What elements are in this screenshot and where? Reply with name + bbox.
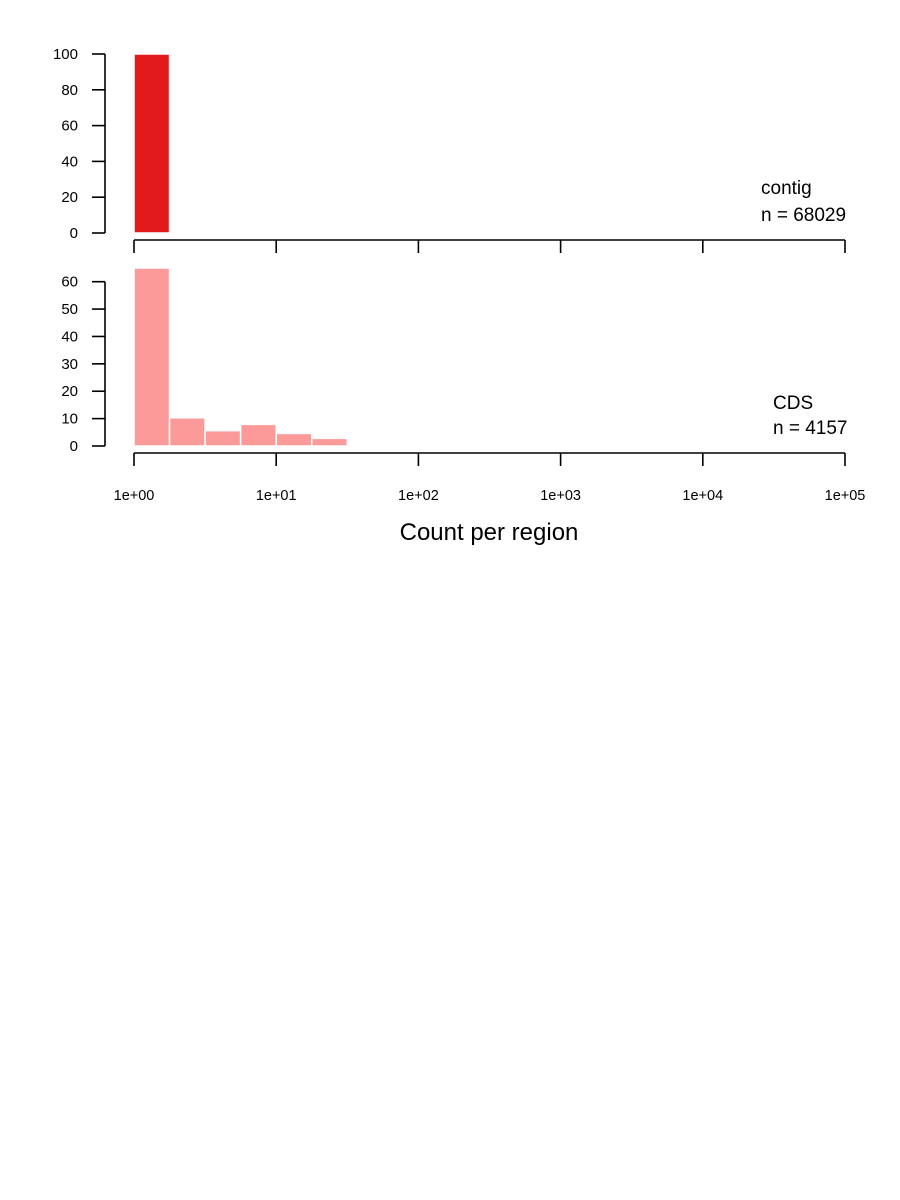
panels: 0 20 40 60 80 100 contig n = 68029 0 10 20 30 40 50 60… — [53, 46, 865, 504]
x-axis-title: Count per region — [400, 519, 579, 546]
y-tick-label: 10 — [61, 411, 78, 428]
x-tick-label: 1e+01 — [256, 488, 297, 504]
panel-count-label: n = 68029 — [761, 205, 846, 226]
bar-cds-7 — [346, 443, 384, 447]
y-tick-label: 80 — [61, 82, 78, 99]
panel-cds: 0 10 20 30 40 50 60 1e+00 1e+01 1e+02 1e+03 1e+04 1e… — [61, 267, 866, 504]
x-tick-label: 1e+05 — [825, 488, 866, 504]
y-tick-label: 60 — [61, 118, 78, 135]
bar-cds-8 — [382, 444, 420, 447]
bar-cds-1 — [133, 267, 171, 447]
y-tick-label: 40 — [61, 328, 78, 345]
y-tick-label: 0 — [70, 225, 78, 242]
x-tick-label: 1e+02 — [398, 488, 439, 504]
bar-cds-2 — [168, 417, 206, 447]
bar-cds-4 — [239, 423, 277, 447]
y-tick-label: 20 — [61, 189, 78, 206]
x-tick-label: 1e+04 — [682, 488, 723, 504]
x-tick-label: 1e+00 — [114, 488, 155, 504]
panel-count-label: n = 4157 — [773, 418, 848, 439]
y-tick-label: 0 — [70, 438, 78, 455]
y-tick-label: 20 — [61, 383, 78, 400]
bar-cds-5 — [275, 432, 313, 447]
y-tick-label: 100 — [53, 46, 78, 63]
bar-cds-6 — [310, 437, 349, 447]
panel-contig: 0 20 40 60 80 100 contig n = 68029 — [53, 46, 846, 253]
bar-contig-1 — [133, 53, 171, 234]
bar-cds-3 — [204, 429, 242, 447]
x-tick-label: 1e+03 — [540, 488, 581, 504]
y-tick-label: 40 — [61, 153, 78, 170]
panel-name-label: CDS — [773, 393, 813, 414]
y-tick-label: 30 — [61, 356, 78, 373]
y-tick-label: 50 — [61, 301, 78, 318]
panel-name-label: contig — [761, 178, 812, 199]
y-tick-label: 60 — [61, 274, 78, 291]
